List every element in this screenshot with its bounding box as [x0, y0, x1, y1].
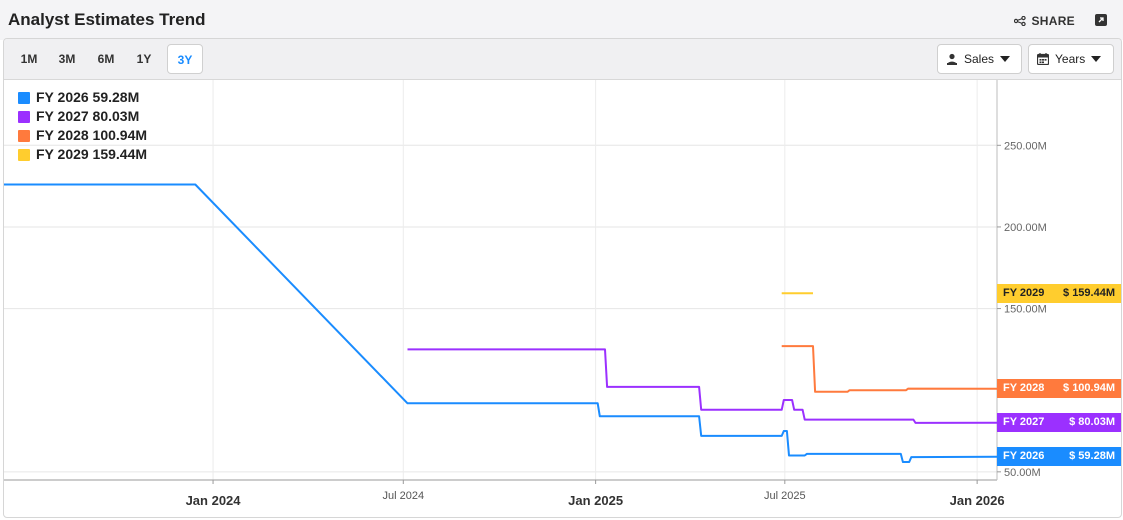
value-tag-value: $ 100.94M — [1063, 382, 1115, 395]
legend-swatch — [18, 148, 30, 161]
page-title: Analyst Estimates Trend — [8, 10, 206, 29]
metric-label: Sales — [964, 52, 995, 66]
value-tag-value: $ 80.03M — [1069, 416, 1115, 429]
range-button-1y[interactable]: 1Y — [136, 52, 152, 66]
legend-item-fy2029: FY 2029 159.44M — [18, 145, 147, 164]
legend-label: FY 2026 59.28M — [36, 89, 140, 105]
calendar-icon — [1037, 53, 1049, 65]
period-label: Years — [1055, 52, 1086, 66]
legend-item-fy2027: FY 2027 80.03M — [18, 107, 147, 126]
value-tag-fy2026: FY 2026 $ 59.28M — [997, 447, 1121, 467]
x-tick-label: Jul 2025 — [764, 490, 806, 502]
share-label: SHARE — [1031, 14, 1075, 28]
estimates-chart: Jan 2024 Jul 2024 Jan 2025 Jul 2025 Jan 2026… — [4, 80, 1047, 508]
series-line-fy2026 — [4, 183, 998, 463]
y-tick-label: 150.00M — [1004, 304, 1047, 316]
range-button-6m[interactable]: 6M — [97, 52, 115, 66]
value-tag-label: FY 2027 — [1003, 416, 1045, 429]
legend-label: FY 2028 100.94M — [36, 127, 148, 143]
share-button[interactable]: SHARE — [1014, 14, 1075, 28]
header: Analyst Estimates Trend SHARE — [0, 0, 1123, 40]
chart-area: Jan 2024 Jul 2024 Jan 2025 Jul 2025 Jan 2026… — [4, 80, 1121, 517]
legend-label: FY 2027 80.03M — [36, 108, 140, 124]
metric-dropdown[interactable]: Sales — [937, 44, 1022, 74]
chevron-down-icon — [1000, 56, 1011, 62]
period-dropdown[interactable]: Years — [1028, 44, 1114, 74]
expand-icon[interactable] — [1095, 14, 1107, 26]
value-tag-label: FY 2029 — [1003, 286, 1045, 299]
value-tag-fy2029: FY 2029 $ 159.44M — [997, 283, 1121, 303]
range-button-3y[interactable]: 3Y — [167, 44, 203, 74]
chevron-down-icon — [1091, 56, 1102, 62]
y-tick-label: 250.00M — [1004, 140, 1047, 152]
range-button-3m[interactable]: 3M — [58, 52, 76, 66]
legend-swatch — [18, 129, 30, 142]
chart-legend: FY 2026 59.28M FY 2027 80.03M FY 2028 10… — [18, 88, 147, 164]
y-tick-label: 200.00M — [1004, 222, 1047, 234]
series-line-fy2027 — [407, 348, 998, 424]
series-line-fy2028 — [781, 345, 998, 393]
x-tick-label: Jan 2025 — [568, 493, 623, 508]
y-tick-label: 50.00M — [1004, 467, 1041, 479]
value-tag-value: $ 59.28M — [1069, 450, 1115, 463]
value-tag-label: FY 2028 — [1003, 382, 1045, 395]
value-tag-value: $ 159.44M — [1063, 286, 1115, 299]
legend-label: FY 2029 159.44M — [36, 146, 148, 162]
value-tag-label: FY 2026 — [1003, 450, 1045, 463]
chart-toolbar: 1M 3M 6M 1Y 3Y Sales — [4, 39, 1121, 80]
x-tick-label: Jan 2026 — [950, 493, 1005, 508]
chart-panel: 1M 3M 6M 1Y 3Y Sales — [3, 38, 1122, 518]
x-tick-label: Jan 2024 — [186, 493, 242, 508]
range-button-1m[interactable]: 1M — [20, 52, 38, 66]
value-tag-fy2027: FY 2027 $ 80.03M — [997, 413, 1121, 433]
legend-item-fy2028: FY 2028 100.94M — [18, 126, 147, 145]
person-icon — [947, 53, 957, 65]
x-tick-label: Jul 2024 — [382, 490, 424, 502]
legend-swatch — [18, 91, 30, 104]
value-tag-fy2028: FY 2028 $ 100.94M — [997, 379, 1121, 399]
share-icon — [1014, 16, 1027, 26]
legend-item-fy2026: FY 2026 59.28M — [18, 88, 147, 107]
legend-swatch — [18, 110, 30, 123]
